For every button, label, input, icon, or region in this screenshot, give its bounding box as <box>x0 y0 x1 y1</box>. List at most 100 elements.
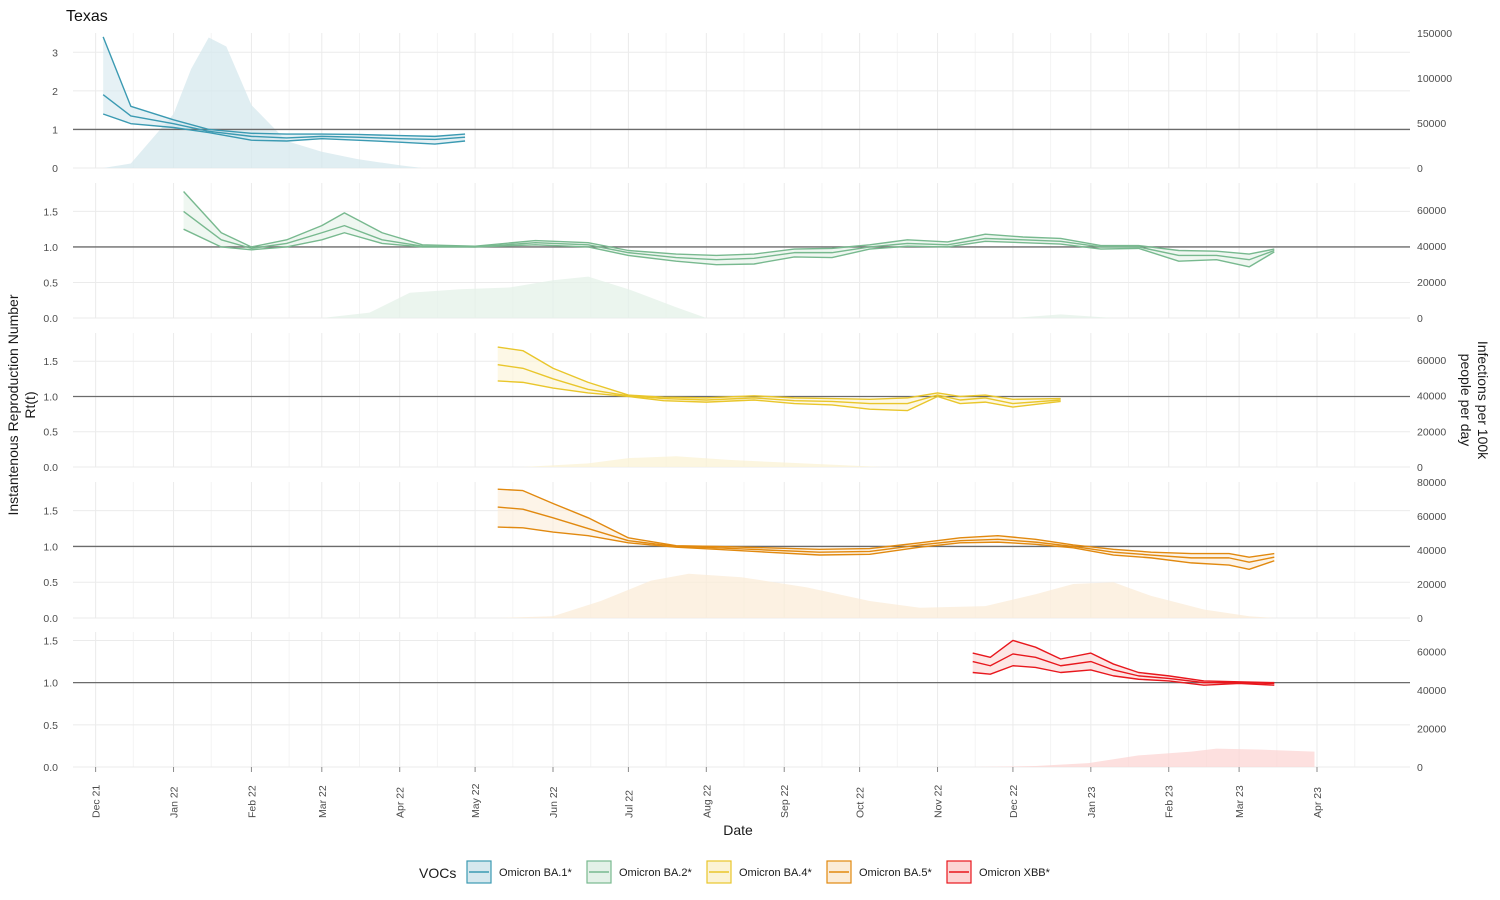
y-left-title-line: Rt(t) <box>22 391 38 418</box>
rt-line-mid <box>497 506 1275 563</box>
rt-line-lo <box>497 380 1061 412</box>
infections-area <box>972 748 1315 767</box>
legend-label: Omicron BA.2* <box>619 867 692 879</box>
inf-tick-label: 0 <box>1417 163 1423 175</box>
x-tick-label: Feb 22 <box>246 785 258 818</box>
x-tick-label: May 22 <box>470 783 482 818</box>
x-tick-label: Nov 22 <box>933 785 945 818</box>
x-tick-label: Dec 21 <box>91 785 103 818</box>
rt-line-lo <box>183 228 1275 268</box>
x-tick-label: Sep 22 <box>779 785 791 818</box>
x-tick-label: Aug 22 <box>701 785 713 818</box>
inf-tick-label: 40000 <box>1417 685 1446 697</box>
panels: 0 1 2 3 0 50000 100000 150000 0.0 0.5 1.0 1.5 0 20000… <box>43 28 1452 774</box>
x-tick-label: Mar 22 <box>317 785 329 818</box>
rt-tick-label: 0.5 <box>43 720 58 732</box>
infections-area <box>321 276 1114 318</box>
rt-tick-label: 2 <box>52 86 58 98</box>
legend-item: Omicron BA.2* <box>586 860 692 884</box>
inf-tick-label: 80000 <box>1417 477 1446 489</box>
inf-tick-label: 150000 <box>1417 28 1452 40</box>
inf-tick-label: 100000 <box>1417 73 1452 85</box>
x-tick-label: Apr 23 <box>1312 787 1324 818</box>
rt-tick-label: 1.5 <box>43 635 58 647</box>
rt-tick-label: 1.0 <box>43 242 58 254</box>
rt-ribbon <box>497 489 1275 570</box>
infections-area <box>522 456 883 467</box>
legend-title: VOCs <box>419 865 456 881</box>
rt-tick-label: 0.5 <box>43 277 58 289</box>
legend-label: Omicron BA.1* <box>499 867 572 879</box>
rt-line-hi <box>102 36 466 138</box>
rt-line-hi <box>972 639 1275 684</box>
x-axis: Dec 21 Jan 22 Feb 22 Mar 22 Apr 22 May 22 Jun … <box>91 767 1324 818</box>
inf-tick-label: 0 <box>1417 613 1423 625</box>
inf-tick-label: 0 <box>1417 313 1423 325</box>
rt-tick-label: 0.0 <box>43 613 58 625</box>
inf-tick-label: 40000 <box>1417 391 1446 403</box>
infections-area <box>497 573 1275 618</box>
rt-tick-label: 0 <box>52 163 58 175</box>
rt-line-mid <box>183 210 1275 261</box>
y-right-title-line: people per day <box>1458 354 1474 447</box>
inf-tick-label: 60000 <box>1417 355 1446 367</box>
inf-tick-label: 20000 <box>1417 579 1446 591</box>
rt-tick-label: 0.5 <box>43 577 58 589</box>
inf-tick-label: 40000 <box>1417 241 1446 253</box>
panel-5: 0.0 0.5 1.0 1.5 0 20000 40000 60000 <box>43 632 1446 774</box>
rt-tick-label: 0.0 <box>43 313 58 325</box>
inf-tick-label: 60000 <box>1417 511 1446 523</box>
legend-label: Omicron BA.4* <box>739 867 812 879</box>
rt-tick-label: 0.5 <box>43 427 58 439</box>
rt-line-mid <box>972 653 1275 685</box>
panel-4: 0.0 0.5 1.0 1.5 0 20000 40000 60000 80000 <box>43 477 1446 625</box>
x-tick-label: Dec 22 <box>1008 785 1020 818</box>
x-axis-title: Date <box>723 822 753 838</box>
x-tick-label: Feb 23 <box>1164 785 1176 818</box>
rt-line-lo <box>497 526 1275 571</box>
inf-tick-label: 0 <box>1417 462 1423 474</box>
y-axis-right-title: Infections per 100kpeople per day <box>1458 341 1491 460</box>
rt-tick-label: 0.0 <box>43 762 58 774</box>
inf-tick-label: 20000 <box>1417 277 1446 289</box>
legend-label: Omicron XBB* <box>979 867 1051 879</box>
rt-tick-label: 1.0 <box>43 678 58 690</box>
x-tick-label: Jul 22 <box>623 790 635 818</box>
rt-line-mid <box>497 364 1061 405</box>
rt-line-lo <box>102 113 466 145</box>
x-tick-label: Oct 22 <box>855 787 867 818</box>
rt-line-mid <box>102 94 466 141</box>
legend: VOCs Omicron BA.1* Omicron BA.2* Omicron BA… <box>419 860 1051 884</box>
rt-tick-label: 1 <box>52 124 58 136</box>
infections-area <box>103 37 423 168</box>
rt-tick-label: 1.5 <box>43 206 58 218</box>
y-right-title-line: Infections per 100k <box>1475 341 1491 460</box>
chart-title: Texas <box>66 8 108 25</box>
inf-tick-label: 60000 <box>1417 205 1446 217</box>
inf-tick-label: 60000 <box>1417 646 1446 658</box>
inf-tick-label: 20000 <box>1417 723 1446 735</box>
rt-tick-label: 1.5 <box>43 356 58 368</box>
panel-1: 0 1 2 3 0 50000 100000 150000 <box>52 28 1452 175</box>
panel-3: 0.0 0.5 1.0 1.5 0 20000 40000 60000 <box>43 333 1446 474</box>
legend-item: Omicron BA.1* <box>466 860 572 884</box>
inf-tick-label: 50000 <box>1417 118 1446 130</box>
legend-item: Omicron BA.4* <box>706 860 812 884</box>
rt-line-lo <box>972 665 1275 686</box>
legend-item: Omicron XBB* <box>946 860 1051 884</box>
rt-tick-label: 3 <box>52 47 58 59</box>
rt-ribbon <box>972 640 1275 686</box>
inf-tick-label: 20000 <box>1417 426 1446 438</box>
x-tick-label: Apr 22 <box>395 787 407 818</box>
rt-tick-label: 1.0 <box>43 541 58 553</box>
rt-line-hi <box>497 346 1061 400</box>
rt-ribbon <box>497 347 1061 411</box>
x-tick-label: Jan 23 <box>1086 786 1098 818</box>
y-left-title-line: Instantenous Reproduction Number <box>5 294 21 515</box>
x-tick-label: Jan 22 <box>169 786 181 818</box>
x-tick-label: Mar 23 <box>1234 785 1246 818</box>
rt-line-hi <box>183 191 1275 257</box>
rt-line-hi <box>497 488 1275 558</box>
legend-label: Omicron BA.5* <box>859 867 932 879</box>
